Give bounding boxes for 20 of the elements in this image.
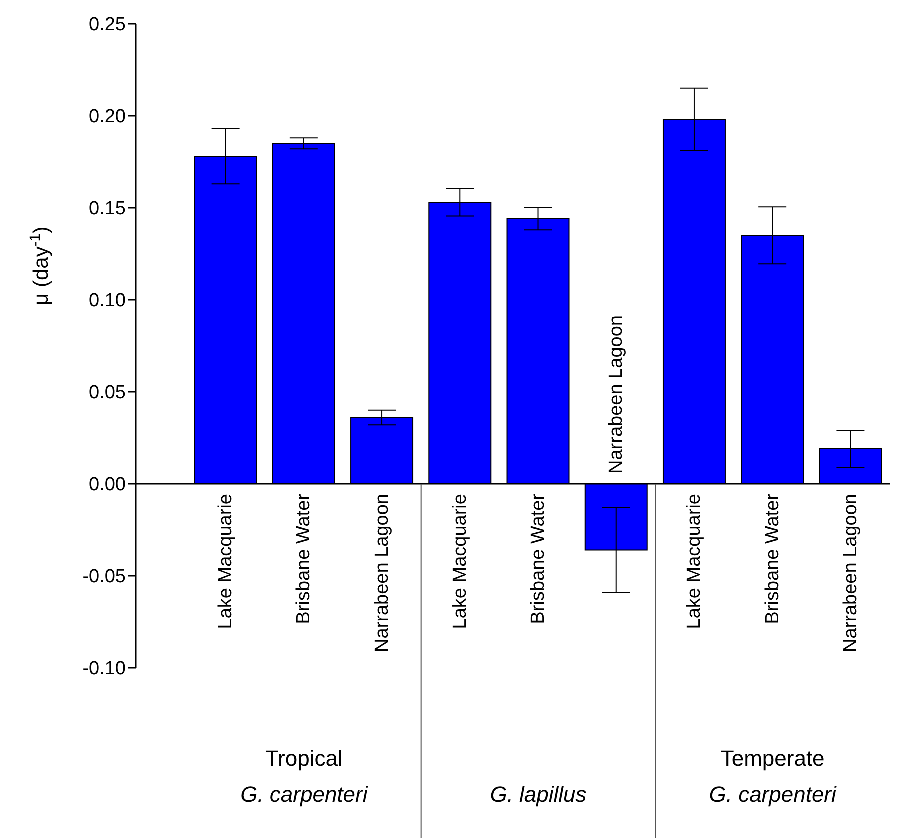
y-tick-label: -0.05: [82, 566, 126, 588]
text: Tropical G. carpenteri: [240, 746, 369, 807]
x-tick-label: Narrabeen Lagoon: [372, 494, 393, 652]
y-tick-label: 0.25: [89, 14, 126, 36]
y-tick-label: 0.20: [89, 106, 126, 128]
y-tick-label: -0.10: [82, 658, 126, 680]
x-tick-label: Narrabeen Lagoon: [840, 494, 862, 652]
x-tick-label: Brisbane Water: [762, 493, 784, 624]
x-tick-label: Lake Macquarie: [684, 494, 706, 630]
y-tick-label: 0.10: [89, 290, 126, 312]
text: G. lapillus: [490, 782, 587, 807]
y-tick-label: 0.05: [89, 382, 126, 404]
y-tick-label: 0.00: [89, 474, 126, 496]
y-tick-label: 0.15: [89, 198, 126, 220]
x-tick-label: Brisbane Water: [294, 493, 315, 624]
x-tick-label: Narrabeen Lagoon: [606, 316, 628, 474]
x-tick-label: Brisbane Water: [528, 493, 549, 624]
x-tick-label: Lake Macquarie: [450, 494, 471, 630]
text: Temperate G. carpenteri: [709, 746, 838, 807]
x-tick-label: Lake Macquarie: [216, 494, 237, 630]
